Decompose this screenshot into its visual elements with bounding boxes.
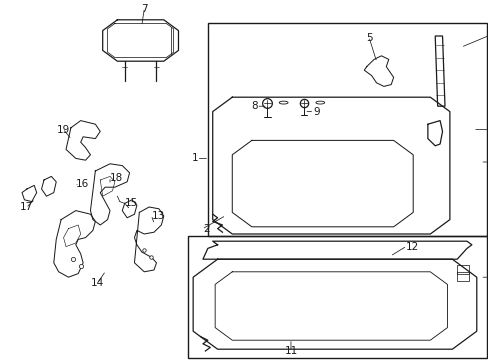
Text: 6: 6 [487, 125, 488, 135]
Text: 17: 17 [20, 202, 34, 212]
Text: 1: 1 [191, 153, 198, 163]
Ellipse shape [315, 101, 324, 104]
Bar [207, 23, 486, 236]
Text: 3: 3 [487, 157, 488, 167]
Text: 4: 4 [487, 31, 488, 41]
Bar [188, 236, 486, 358]
Text: 2: 2 [203, 224, 209, 234]
Text: 16: 16 [76, 179, 89, 189]
Text: 5: 5 [365, 33, 372, 43]
Text: 12: 12 [405, 242, 418, 252]
Text: 19: 19 [57, 125, 70, 135]
Text: 13: 13 [151, 211, 164, 221]
Text: 7: 7 [141, 4, 147, 14]
Bar [456, 272, 468, 281]
Ellipse shape [279, 101, 287, 104]
Text: 9: 9 [312, 107, 319, 117]
Text: 18: 18 [110, 173, 123, 183]
Text: 11: 11 [284, 346, 297, 356]
Text: 10: 10 [487, 272, 488, 282]
Text: 8: 8 [250, 101, 257, 111]
Bar [456, 265, 468, 274]
Text: 15: 15 [124, 198, 138, 208]
Text: 14: 14 [91, 278, 104, 288]
